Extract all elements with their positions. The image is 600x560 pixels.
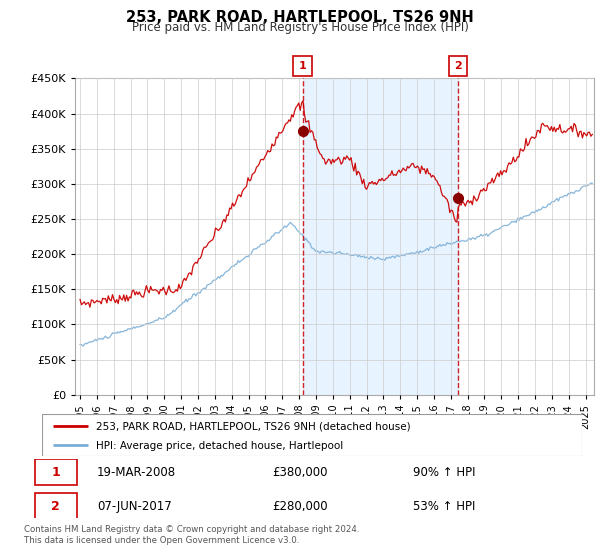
Text: £280,000: £280,000 (272, 500, 328, 513)
Text: 19-MAR-2008: 19-MAR-2008 (97, 465, 176, 479)
Text: £380,000: £380,000 (272, 465, 328, 479)
Text: Contains HM Land Registry data © Crown copyright and database right 2024.
This d: Contains HM Land Registry data © Crown c… (24, 525, 359, 545)
Text: 90% ↑ HPI: 90% ↑ HPI (413, 465, 475, 479)
Text: 253, PARK ROAD, HARTLEPOOL, TS26 9NH (detached house): 253, PARK ROAD, HARTLEPOOL, TS26 9NH (de… (96, 421, 410, 431)
Text: 53% ↑ HPI: 53% ↑ HPI (413, 500, 475, 513)
Text: HPI: Average price, detached house, Hartlepool: HPI: Average price, detached house, Hart… (96, 441, 343, 451)
Text: Price paid vs. HM Land Registry's House Price Index (HPI): Price paid vs. HM Land Registry's House … (131, 21, 469, 34)
Text: 07-JUN-2017: 07-JUN-2017 (97, 500, 172, 513)
Text: 1: 1 (52, 465, 60, 479)
FancyBboxPatch shape (42, 414, 582, 456)
Text: 1: 1 (299, 60, 307, 71)
Text: 253, PARK ROAD, HARTLEPOOL, TS26 9NH: 253, PARK ROAD, HARTLEPOOL, TS26 9NH (126, 10, 474, 25)
FancyBboxPatch shape (293, 55, 312, 76)
FancyBboxPatch shape (35, 459, 77, 485)
Bar (302, 78, 458, 395)
FancyBboxPatch shape (449, 55, 467, 76)
Text: 2: 2 (52, 500, 60, 513)
FancyBboxPatch shape (35, 493, 77, 519)
Text: 2: 2 (454, 60, 462, 71)
